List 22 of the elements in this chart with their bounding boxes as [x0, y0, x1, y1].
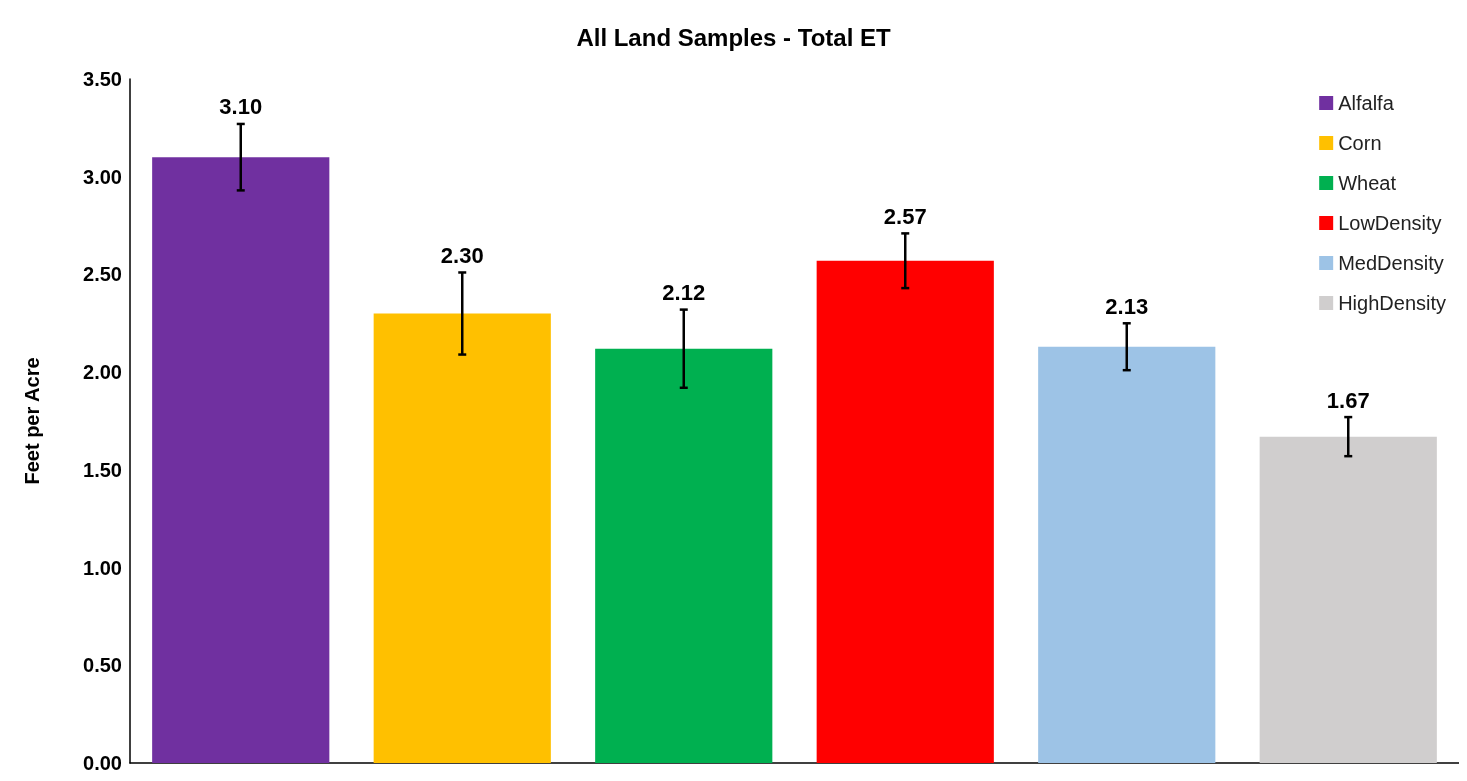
- chart-title: All Land Samples - Total ET: [576, 23, 891, 51]
- legend-label: Corn: [1338, 132, 1382, 154]
- legend-label: MedDensity: [1338, 252, 1444, 274]
- y-axis-title: Feet per Acre: [21, 357, 43, 485]
- y-tick-label: 3.50: [83, 68, 122, 90]
- y-tick-label: 1.00: [83, 556, 122, 579]
- y-tick-label: 3.00: [83, 165, 122, 188]
- y-tick-label: 0.00: [83, 752, 122, 774]
- legend-label: LowDensity: [1338, 212, 1442, 234]
- y-tick-label: 0.50: [83, 654, 122, 677]
- data-label: 1.67: [1326, 387, 1370, 413]
- y-tick-label: 2.50: [83, 263, 122, 286]
- data-label: 2.12: [662, 280, 706, 306]
- data-label: 2.13: [1105, 293, 1149, 319]
- y-tick-label: 1.50: [83, 458, 122, 481]
- y-tick-label: 2.00: [83, 361, 122, 384]
- legend-label: Wheat: [1338, 172, 1397, 194]
- data-label: 2.30: [440, 242, 484, 268]
- data-label: 3.10: [219, 94, 263, 120]
- legend-label: HighDensity: [1338, 292, 1447, 314]
- data-label: 2.57: [883, 203, 927, 229]
- legend-label: Alfalfa: [1338, 92, 1395, 114]
